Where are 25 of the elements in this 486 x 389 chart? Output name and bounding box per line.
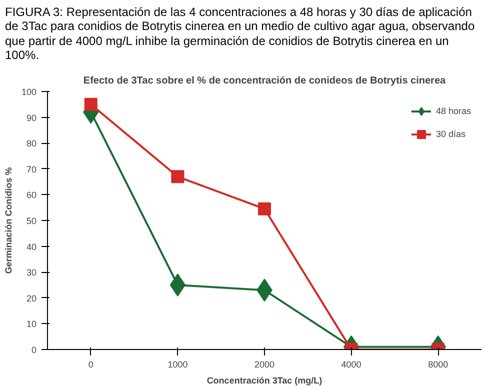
y-tick-label: 10 — [26, 318, 37, 329]
legend-label: 30 días — [436, 128, 466, 139]
y-axis-title: Germinación Conidios % — [3, 166, 14, 274]
y-tick-label: 40 — [26, 241, 37, 252]
x-tick-label: 2000 — [254, 359, 275, 370]
text: FIGURA 3: Representación de las 4 concentraciones a 48 horas y 30 días de aplicación de 3Tac para conidios de Botrytis cinerea en un medio de cultivo agar agua, observando que partir de 4000 mg/L inhibe la germinación de conidios de Botrytis cinerea en un 100%. — [5, 5, 476, 63]
y-tick-label: 100 — [21, 86, 37, 97]
chart-title: Efecto de 3Tac sobre el % de concentración de conideos de Botrytis cinerea — [83, 75, 446, 86]
y-tick-label: 90 — [26, 112, 37, 122]
x-tick-label: 8000 — [428, 359, 448, 370]
point — [258, 202, 271, 215]
point — [171, 170, 184, 183]
y-tick-label: 80 — [26, 138, 37, 148]
x-tick-label: 1000 — [168, 359, 188, 370]
point — [84, 97, 98, 110]
legend-label: 48 horas — [436, 106, 471, 116]
y-tick-label: 70 — [26, 164, 37, 174]
x-tick-label: 0 — [88, 359, 94, 370]
y-tick-label: 30 — [26, 267, 37, 278]
y-tick-label: 50 — [26, 216, 37, 226]
y-tick-label: 60 — [26, 190, 37, 200]
x-axis-title: Concentración 3Tac (mg/L) — [206, 375, 322, 386]
y-tick-label: 20 — [26, 292, 37, 303]
x-tick-label: 4000 — [341, 359, 362, 370]
y-tick-label: 0 — [31, 344, 37, 355]
